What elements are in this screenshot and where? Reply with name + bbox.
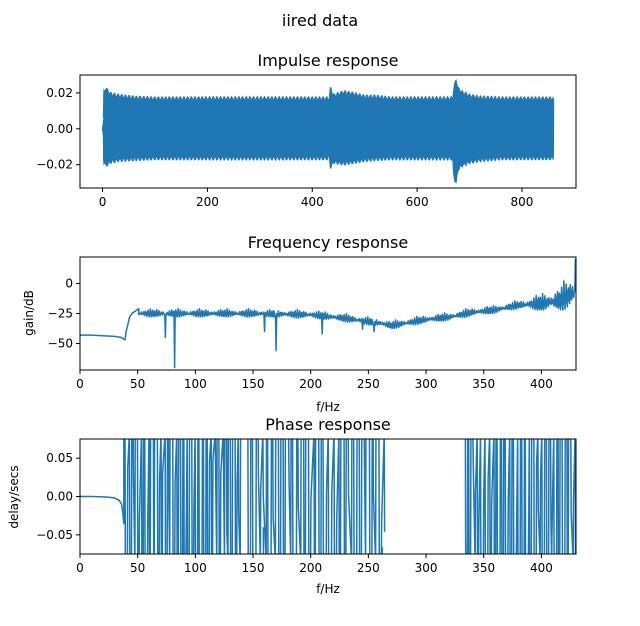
frequency-xlabel: f/Hz <box>316 400 340 414</box>
xtick-label: 600 <box>406 195 429 209</box>
phase-ylabel: delay/secs <box>7 465 21 528</box>
xtick-label: 250 <box>357 377 380 391</box>
ytick-label: 0.02 <box>46 86 73 100</box>
frequency-ticks: 0 50 100 150 200 250 300 350 400 0 −25 −50 <box>48 276 553 391</box>
xtick-label: 0 <box>76 377 84 391</box>
impulse-series <box>101 78 555 184</box>
ytick-label: −0.02 <box>36 158 73 172</box>
frequency-line <box>80 258 576 369</box>
ytick-label: 0 <box>65 276 73 290</box>
figure-title: iired data <box>282 11 358 30</box>
xtick-label: 100 <box>184 377 207 391</box>
impulse-line <box>101 80 555 182</box>
ytick-label: 0.00 <box>46 490 73 504</box>
phase-band-0 <box>124 439 242 554</box>
ytick-label: 0.00 <box>46 122 73 136</box>
impulse-ticks: 0 200 400 600 800 0.02 0.00 −0.02 <box>36 86 533 209</box>
ytick-label: 0.05 <box>46 451 73 465</box>
phase-band-2 <box>464 439 576 554</box>
phase-xlabel: f/Hz <box>316 582 340 596</box>
xtick-label: 300 <box>415 561 438 575</box>
xtick-label: 400 <box>530 377 553 391</box>
impulse-lower-edge <box>102 139 555 184</box>
frequency-ylabel: gain/dB <box>22 290 36 336</box>
xtick-label: 400 <box>530 561 553 575</box>
impulse-response-plot: Impulse response 0 200 400 600 800 0.02 0.00 −0… <box>36 51 577 209</box>
phase-title: Phase response <box>265 415 391 434</box>
frequency-series <box>80 258 576 369</box>
ytick-label: −50 <box>48 337 73 351</box>
phase-ticks: 0 50 100 150 200 250 300 350 400 0.05 0.00 −0.05 <box>36 451 553 575</box>
xtick-label: 200 <box>196 195 219 209</box>
phase-band-1 <box>247 439 386 554</box>
xtick-label: 0 <box>76 561 84 575</box>
impulse-axes-frame <box>79 74 577 189</box>
xtick-label: 800 <box>511 195 534 209</box>
xtick-label: 400 <box>301 195 324 209</box>
xtick-label: 250 <box>357 561 380 575</box>
ytick-label: −0.05 <box>36 528 73 542</box>
ytick-label: −25 <box>48 307 73 321</box>
frequency-title: Frequency response <box>248 233 408 252</box>
phase-series <box>80 439 576 554</box>
phase-baseline <box>80 439 125 525</box>
xtick-label: 50 <box>130 377 145 391</box>
xtick-label: 200 <box>299 377 322 391</box>
xtick-label: 350 <box>472 561 495 575</box>
xtick-label: 150 <box>242 377 265 391</box>
xtick-label: 0 <box>99 195 107 209</box>
xtick-label: 100 <box>184 561 207 575</box>
xtick-label: 50 <box>130 561 145 575</box>
xtick-label: 150 <box>242 561 265 575</box>
xtick-label: 300 <box>415 377 438 391</box>
xtick-label: 350 <box>472 377 495 391</box>
impulse-title: Impulse response <box>258 51 399 70</box>
xtick-label: 200 <box>299 561 322 575</box>
impulse-upper-edge <box>102 78 555 118</box>
frequency-response-plot: Frequency response 0 50 100 150 200 250 300 350… <box>22 233 577 414</box>
phase-response-plot: Phase response 0 50 100 150 200 250 300 350 4000… <box>7 415 577 596</box>
